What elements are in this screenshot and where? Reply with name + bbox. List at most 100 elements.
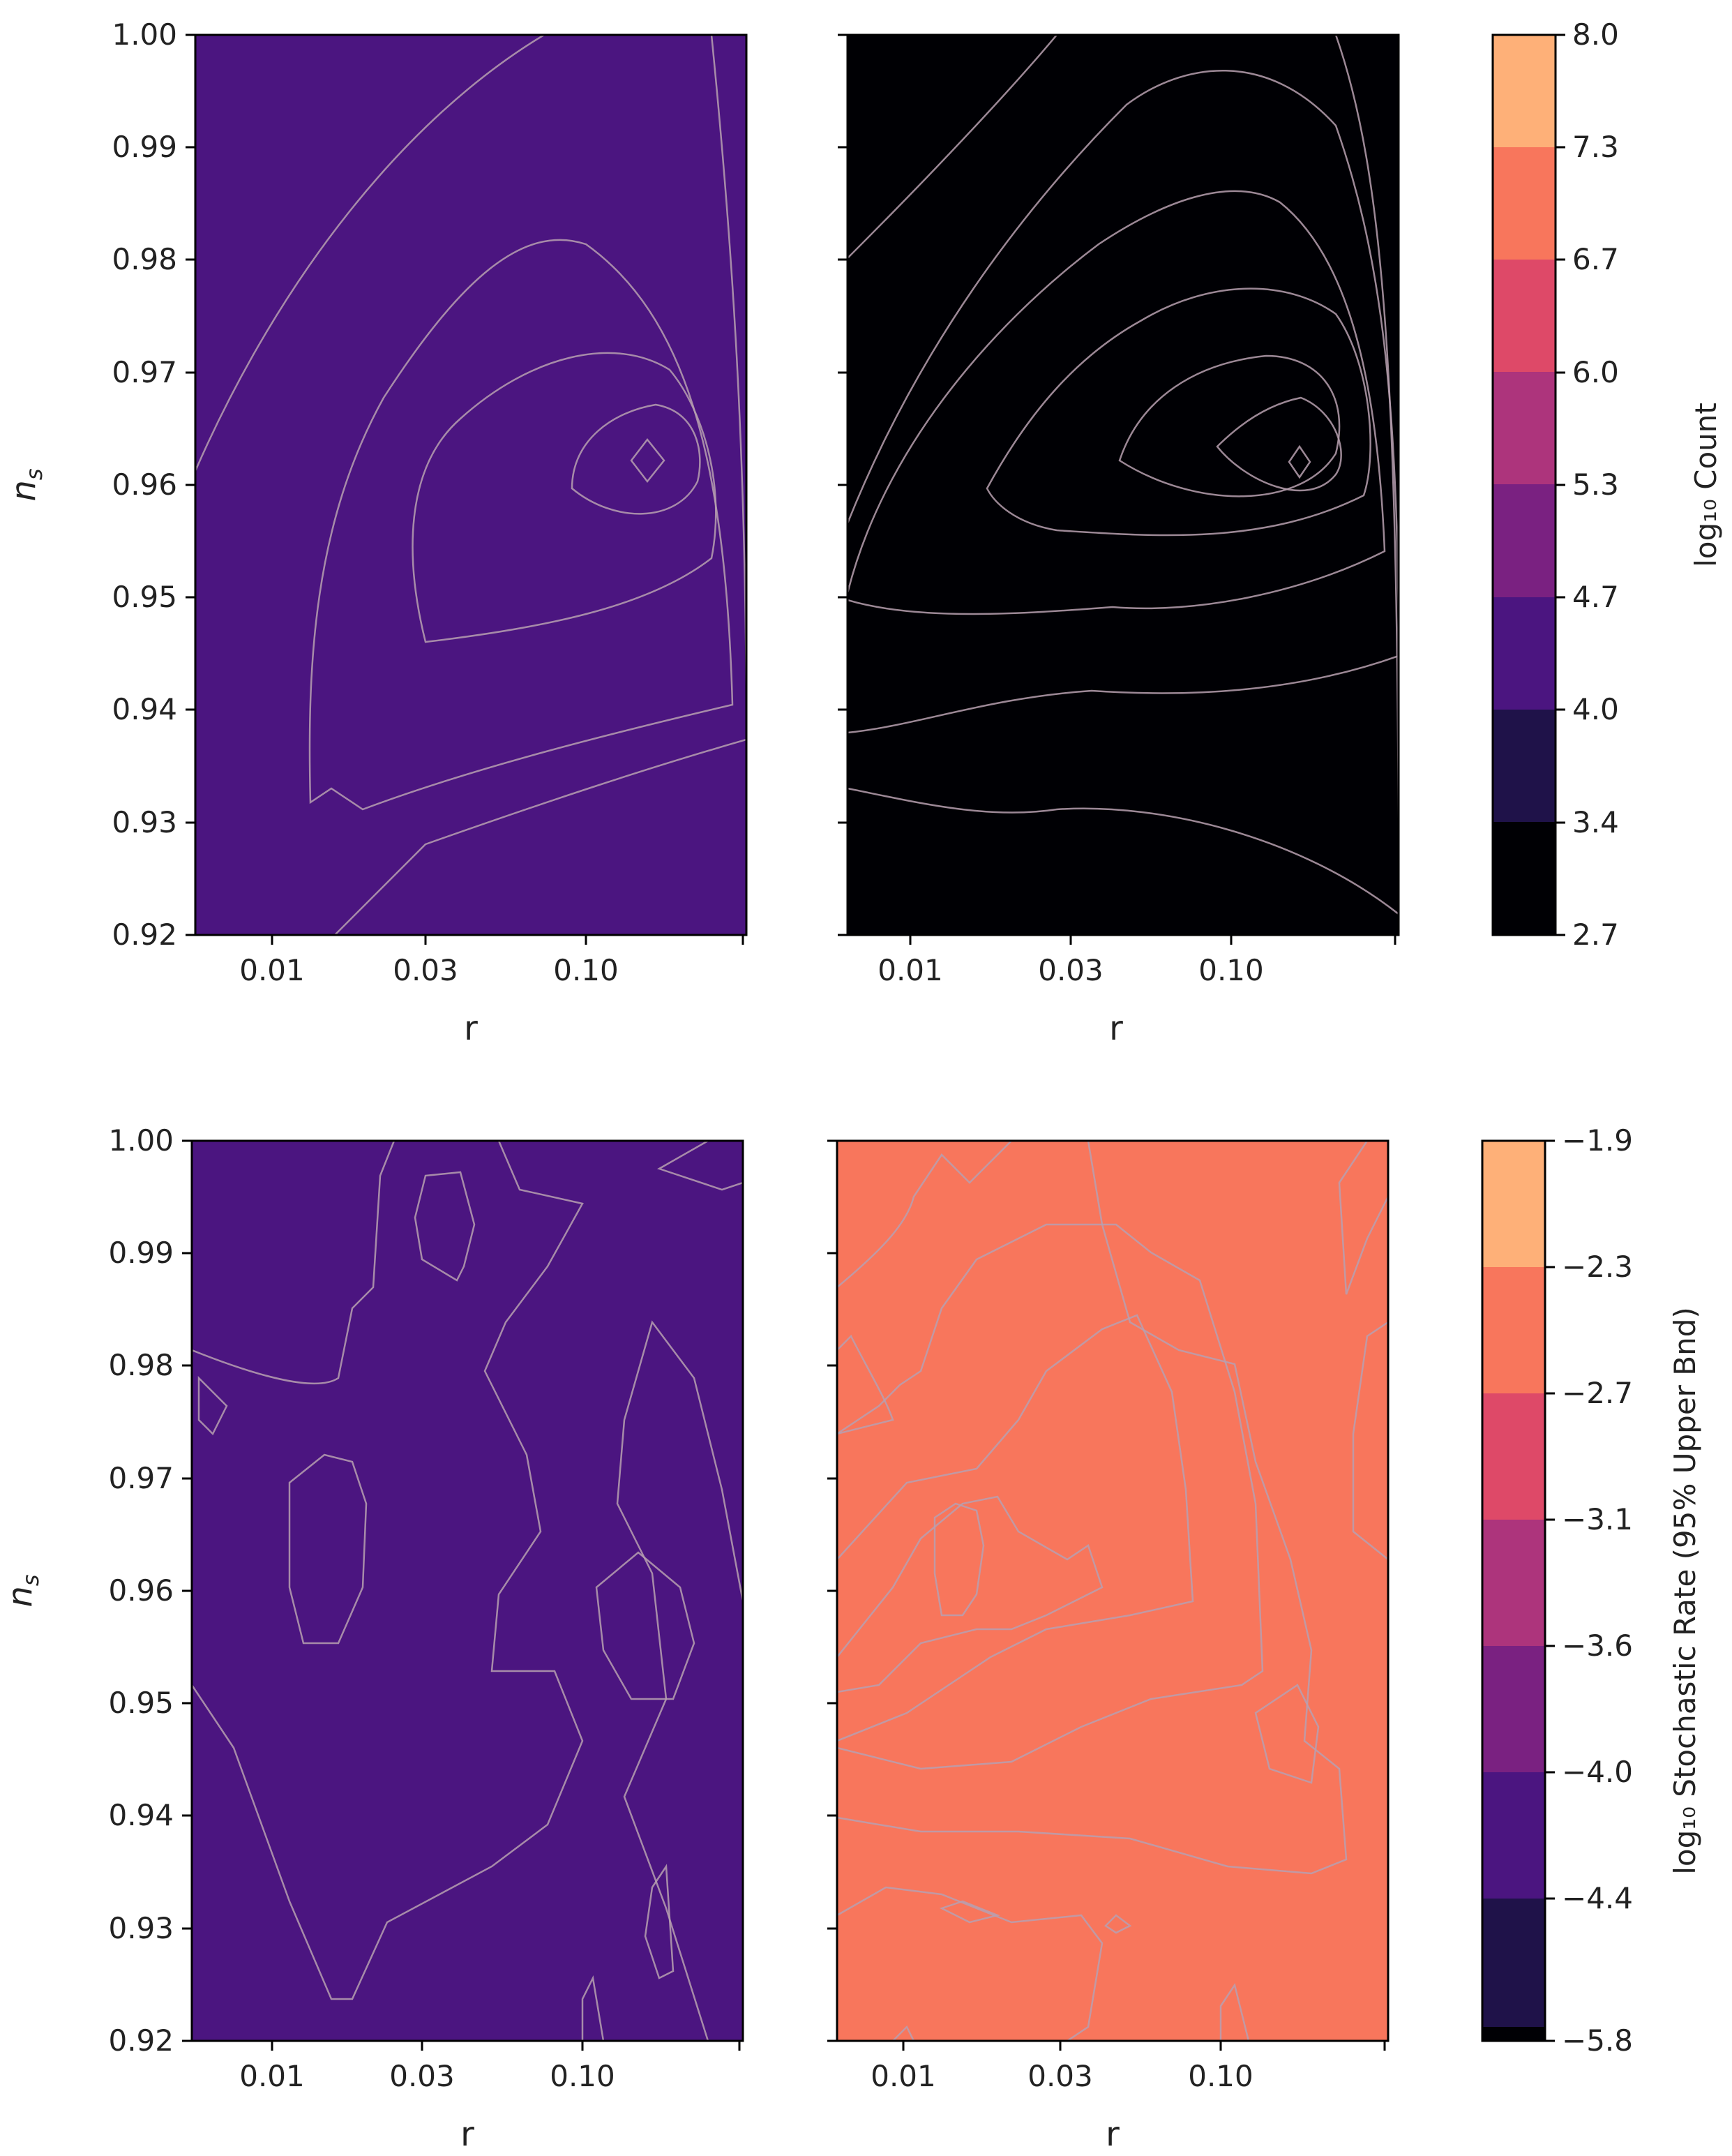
colorbar-tick: 7.3 <box>1556 130 1619 164</box>
colorbar-tick-label: −4.4 <box>1562 1881 1633 1915</box>
contour-region <box>837 1314 1194 1742</box>
contour-region <box>837 1334 894 1435</box>
contour-fill <box>192 1141 743 2041</box>
y-tick-label: 0.96 <box>112 467 177 502</box>
y-tick: 0.98 <box>108 1348 192 1382</box>
y-tick-label: 0.97 <box>108 1461 174 1495</box>
x-tick-label: 0.03 <box>389 2059 455 2093</box>
colorbar-segment <box>1493 372 1556 484</box>
x-tick: 0.10 <box>1198 935 1264 987</box>
y-tick: 0.92 <box>108 2023 192 2058</box>
contour-region <box>1104 1914 1132 1934</box>
contour-region <box>1254 1684 1320 1784</box>
x-tick-label: 0.10 <box>553 953 619 987</box>
y-tick: 0.97 <box>108 1461 192 1495</box>
contour-region <box>939 1900 1001 1924</box>
y-tick-label: 0.99 <box>112 130 177 164</box>
contour-region <box>414 1171 476 1282</box>
y-tick: 0.99 <box>112 130 195 164</box>
y-tick-label: 0.97 <box>112 355 177 389</box>
y-axis-label: ns <box>4 468 47 501</box>
y-tick: 1.00 <box>112 17 195 52</box>
y-tick-label: 0.95 <box>112 580 177 614</box>
y-tick: 0.92 <box>112 918 195 952</box>
x-tick-label: 0.03 <box>1027 2059 1093 2093</box>
contour-region <box>581 1975 605 2041</box>
colorbar-label: log₁₀ Stochastic Rate (95% Upper Bnd) <box>1668 1307 1702 1875</box>
y-tick: 1.00 <box>108 1123 192 1158</box>
contour-fill <box>837 1141 1388 2041</box>
y-tick-label: 1.00 <box>112 17 177 52</box>
x-tick: 0.03 <box>393 935 458 987</box>
contour-region <box>595 1551 695 1700</box>
x-tick: 0.10 <box>553 935 619 987</box>
colorbar-segment <box>1493 597 1556 710</box>
contour-region <box>986 287 1371 537</box>
colorbar-tick: −1.9 <box>1545 1123 1633 1158</box>
colorbar-tick-label: −4.0 <box>1562 1755 1633 1789</box>
y-tick: 0.93 <box>112 805 195 839</box>
colorbar-tick-label: 4.7 <box>1572 580 1619 614</box>
contour-region <box>1216 396 1342 492</box>
colorbar-segment <box>1482 1772 1545 1899</box>
x-tick-label: 0.10 <box>1188 2059 1253 2093</box>
contour-region <box>288 1453 368 1645</box>
y-tick: 0.96 <box>108 1573 192 1608</box>
x-axis: 0.01 0.03 0.10 <box>239 2041 741 2093</box>
y-tick: 0.94 <box>112 692 195 726</box>
colorbar-tick-label: 6.0 <box>1572 355 1619 389</box>
contour-region <box>837 1141 1348 1875</box>
x-tick-label: 0.01 <box>239 953 305 987</box>
y-tick-label: 0.95 <box>108 1686 174 1720</box>
contour-region <box>848 70 1399 734</box>
x-tick-label: 0.01 <box>871 2059 936 2093</box>
contour-region <box>933 1502 985 1617</box>
x-tick: 0.01 <box>878 935 943 987</box>
x-tick: 0.03 <box>389 2041 455 2093</box>
y-tick-label: 0.99 <box>108 1236 174 1270</box>
colorbar-label: log₁₀ Count <box>1689 403 1723 567</box>
colorbar-tick-label: −3.6 <box>1562 1629 1633 1663</box>
y-tick-label: 0.92 <box>112 918 177 952</box>
colorbar-segment <box>1482 1393 1545 1520</box>
contour-region <box>848 35 1399 935</box>
panel-top-right: 0.01 0.03 0.10 r <box>838 33 1400 1048</box>
colorbar-tick: −4.4 <box>1545 1881 1633 1915</box>
panel-bottom-right: 0.01 0.03 0.10 r <box>827 1139 1390 2154</box>
y-axis <box>827 1139 837 2042</box>
y-tick-label: 0.96 <box>108 1573 174 1608</box>
colorbar-tick: −3.6 <box>1545 1629 1633 1663</box>
colorbar-bottom: −1.9 −2.3 −2.7 −3.1 −3.6 −4.0 −4.4 −5.8 … <box>1481 1123 1702 2058</box>
y-tick: 0.95 <box>108 1686 192 1720</box>
colorbar-tick: −5.8 <box>1545 2023 1633 2058</box>
colorbar-segment <box>1482 1267 1545 1393</box>
contour-region <box>1352 1321 1388 1561</box>
colorbar-tick: −2.7 <box>1545 1376 1633 1410</box>
colorbar-segment <box>1493 710 1556 822</box>
colorbar-segment <box>1482 2027 1545 2041</box>
y-tick: 0.97 <box>112 355 195 389</box>
colorbar-tick: 8.0 <box>1556 17 1619 52</box>
colorbar-tick: 6.7 <box>1556 242 1619 276</box>
colorbar-segment <box>1493 484 1556 597</box>
x-tick-label: 0.03 <box>393 953 458 987</box>
colorbar-tick: 6.0 <box>1556 355 1619 389</box>
contour-region <box>197 1375 228 1436</box>
contour-region <box>195 35 746 935</box>
contour-region <box>1118 354 1341 497</box>
colorbar-tick-label: 7.3 <box>1572 130 1619 164</box>
contour-region <box>837 1223 1264 1770</box>
contour-region <box>308 239 734 811</box>
colorbar-tick-label: 6.7 <box>1572 242 1619 276</box>
contour-region <box>571 403 701 515</box>
contour-region <box>1288 444 1311 479</box>
contour-region <box>1338 1141 1388 1295</box>
colorbar-tick-label: 5.3 <box>1572 467 1619 502</box>
contour-region <box>644 1864 675 1979</box>
x-tick-label: 0.10 <box>550 2059 615 2093</box>
x-tick-label: 0.01 <box>878 953 943 987</box>
contour-fill <box>195 35 746 935</box>
x-tick-label: 0.03 <box>1038 953 1104 987</box>
contour-region <box>412 352 717 643</box>
y-tick-label: 1.00 <box>108 1123 174 1158</box>
